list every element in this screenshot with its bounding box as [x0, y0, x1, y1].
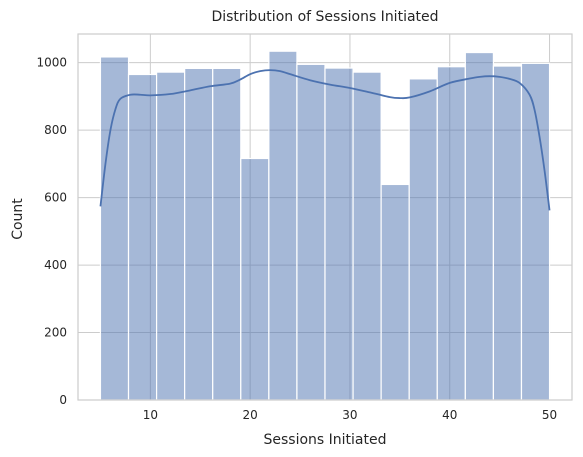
histogram-bar: [155, 71, 186, 401]
y-tick-label: 400: [44, 258, 67, 272]
histogram-bar: [184, 67, 214, 401]
axes-frame: [77, 33, 573, 401]
y-tick-label: 200: [44, 326, 67, 340]
histogram-bar: [296, 63, 326, 401]
y-tick-label: 1000: [36, 56, 67, 70]
histogram-bar: [127, 73, 158, 401]
histogram-bar: [520, 62, 551, 401]
histogram-bar: [99, 56, 130, 401]
histogram-bar: [436, 66, 466, 401]
histogram-bar: [324, 67, 354, 401]
x-tick-label: 30: [342, 408, 357, 422]
histogram-bar: [380, 183, 410, 401]
x-tick-label: 10: [143, 408, 158, 422]
histogram-bar: [492, 65, 523, 401]
x-tick-label: 50: [542, 408, 557, 422]
histogram-bar: [408, 78, 438, 401]
x-tick-labels: 10 20 30 40 50: [143, 408, 557, 422]
x-tick-label: 40: [442, 408, 457, 422]
y-tick-label: 800: [44, 123, 67, 137]
histogram-bar: [352, 71, 382, 401]
histogram-bar: [240, 157, 270, 401]
histogram-bar: [464, 51, 495, 401]
y-axis-title: Count: [10, 198, 26, 240]
kde-curve: [99, 69, 551, 211]
axes-spines: [77, 33, 573, 401]
chart-title: Distribution of Sessions Initiated: [211, 9, 438, 25]
y-tick-label: 600: [44, 191, 67, 205]
bars: [99, 50, 551, 401]
histogram-bar: [212, 67, 242, 401]
kde-curve-group: [99, 69, 551, 211]
y-tick-label: 0: [59, 393, 67, 407]
x-axis-title: Sessions Initiated: [264, 432, 387, 448]
histogram-bar: [268, 50, 298, 401]
y-tick-labels: 0 200 400 600 800 1000: [36, 56, 67, 407]
x-tick-label: 20: [243, 408, 258, 422]
